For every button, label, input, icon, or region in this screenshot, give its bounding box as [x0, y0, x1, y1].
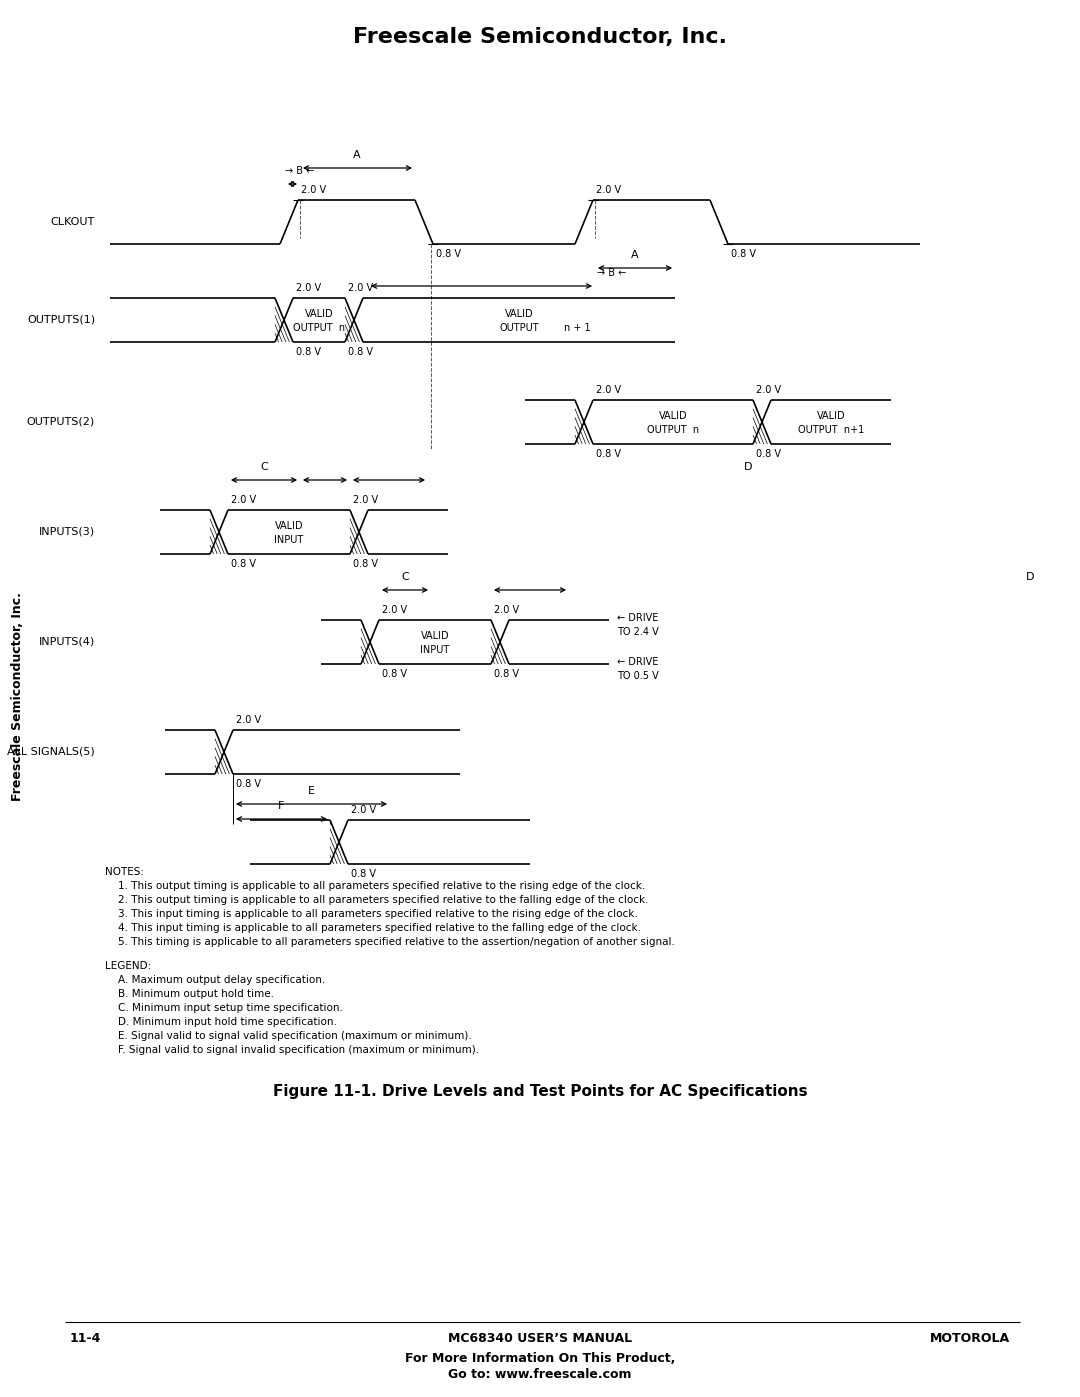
- Text: 3. This input timing is applicable to all parameters specified relative to the r: 3. This input timing is applicable to al…: [105, 909, 638, 919]
- Text: ← DRIVE: ← DRIVE: [617, 613, 659, 623]
- Text: VALID: VALID: [816, 411, 846, 420]
- Text: 0.8 V: 0.8 V: [596, 448, 621, 460]
- Text: INPUT: INPUT: [420, 645, 449, 655]
- Text: 0.8 V: 0.8 V: [296, 346, 321, 358]
- Text: 0.8 V: 0.8 V: [237, 780, 261, 789]
- Text: 1. This output timing is applicable to all parameters specified relative to the : 1. This output timing is applicable to a…: [105, 882, 645, 891]
- Text: VALID: VALID: [274, 521, 303, 531]
- Text: 2.0 V: 2.0 V: [596, 386, 621, 395]
- Text: VALID: VALID: [659, 411, 687, 420]
- Text: 2.0 V: 2.0 V: [231, 495, 256, 504]
- Text: TO 0.5 V: TO 0.5 V: [617, 671, 659, 680]
- Text: 0.8 V: 0.8 V: [231, 559, 256, 569]
- Text: OUTPUT  n: OUTPUT n: [647, 425, 699, 434]
- Text: VALID: VALID: [421, 631, 449, 641]
- Text: 0.8 V: 0.8 V: [348, 346, 373, 358]
- Text: 2.0 V: 2.0 V: [296, 284, 321, 293]
- Text: 2.0 V: 2.0 V: [301, 184, 326, 196]
- Text: NOTES:: NOTES:: [105, 868, 144, 877]
- Text: 0.8 V: 0.8 V: [756, 448, 781, 460]
- Text: Figure 11-1. Drive Levels and Test Points for AC Specifications: Figure 11-1. Drive Levels and Test Point…: [272, 1084, 808, 1099]
- Text: INPUTS(4): INPUTS(4): [39, 637, 95, 647]
- Text: n + 1: n + 1: [564, 323, 591, 332]
- Text: → B ←: → B ←: [285, 166, 314, 176]
- Text: A: A: [353, 149, 361, 161]
- Text: OUTPUTS(1): OUTPUTS(1): [27, 314, 95, 326]
- Text: A: A: [631, 250, 638, 260]
- Text: INPUTS(3): INPUTS(3): [39, 527, 95, 536]
- Text: 4. This input timing is applicable to all parameters specified relative to the f: 4. This input timing is applicable to al…: [105, 923, 642, 933]
- Text: Freescale Semiconductor, Inc.: Freescale Semiconductor, Inc.: [353, 27, 727, 47]
- Text: TO 2.4 V: TO 2.4 V: [617, 627, 659, 637]
- Text: → B ←: → B ←: [597, 268, 626, 278]
- Text: E. Signal valid to signal valid specification (maximum or minimum).: E. Signal valid to signal valid specific…: [105, 1031, 472, 1041]
- Text: 2.0 V: 2.0 V: [353, 495, 378, 504]
- Text: For More Information On This Product,: For More Information On This Product,: [405, 1352, 675, 1365]
- Text: A. Maximum output delay specification.: A. Maximum output delay specification.: [105, 975, 325, 985]
- Text: 5. This timing is applicable to all parameters specified relative to the asserti: 5. This timing is applicable to all para…: [105, 937, 675, 947]
- Text: Freescale Semiconductor, Inc.: Freescale Semiconductor, Inc.: [12, 592, 25, 802]
- Text: 0.8 V: 0.8 V: [494, 669, 519, 679]
- Text: B. Minimum output hold time.: B. Minimum output hold time.: [105, 989, 274, 999]
- Text: C. Minimum input setup time specification.: C. Minimum input setup time specificatio…: [105, 1003, 342, 1013]
- Text: 0.8 V: 0.8 V: [382, 669, 407, 679]
- Text: D: D: [744, 462, 753, 472]
- Text: 2.0 V: 2.0 V: [348, 284, 373, 293]
- Text: OUTPUT  n+1: OUTPUT n+1: [798, 425, 864, 434]
- Text: 2.0 V: 2.0 V: [351, 805, 376, 814]
- Text: 2.0 V: 2.0 V: [237, 715, 261, 725]
- Text: 0.8 V: 0.8 V: [731, 249, 756, 258]
- Text: C: C: [260, 462, 268, 472]
- Text: 2.0 V: 2.0 V: [382, 605, 407, 615]
- Text: ALL SIGNALS(5): ALL SIGNALS(5): [8, 747, 95, 757]
- Text: OUTPUT: OUTPUT: [499, 323, 539, 332]
- Text: 2. This output timing is applicable to all parameters specified relative to the : 2. This output timing is applicable to a…: [105, 895, 648, 905]
- Text: E: E: [308, 787, 314, 796]
- Text: 2.0 V: 2.0 V: [494, 605, 519, 615]
- Text: 11-4: 11-4: [70, 1333, 102, 1345]
- Text: 0.8 V: 0.8 V: [353, 559, 378, 569]
- Text: VALID: VALID: [305, 309, 334, 319]
- Text: VALID: VALID: [504, 309, 534, 319]
- Text: 0.8 V: 0.8 V: [351, 869, 376, 879]
- Text: C: C: [401, 571, 409, 583]
- Text: 2.0 V: 2.0 V: [596, 184, 621, 196]
- Text: ← DRIVE: ← DRIVE: [617, 657, 659, 666]
- Text: MOTOROLA: MOTOROLA: [930, 1333, 1010, 1345]
- Text: D. Minimum input hold time specification.: D. Minimum input hold time specification…: [105, 1017, 337, 1027]
- Text: OUTPUTS(2): OUTPUTS(2): [27, 416, 95, 427]
- Text: OUTPUT  n: OUTPUT n: [293, 323, 346, 332]
- Text: INPUT: INPUT: [274, 535, 303, 545]
- Text: 0.8 V: 0.8 V: [436, 249, 461, 258]
- Text: CLKOUT: CLKOUT: [51, 217, 95, 226]
- Text: MC68340 USER’S MANUAL: MC68340 USER’S MANUAL: [448, 1333, 632, 1345]
- Text: 2.0 V: 2.0 V: [756, 386, 781, 395]
- Text: LEGEND:: LEGEND:: [105, 961, 151, 971]
- Text: F: F: [278, 800, 284, 812]
- Text: F. Signal valid to signal invalid specification (maximum or minimum).: F. Signal valid to signal invalid specif…: [105, 1045, 480, 1055]
- Text: Go to: www.freescale.com: Go to: www.freescale.com: [448, 1369, 632, 1382]
- Text: D: D: [1026, 571, 1035, 583]
